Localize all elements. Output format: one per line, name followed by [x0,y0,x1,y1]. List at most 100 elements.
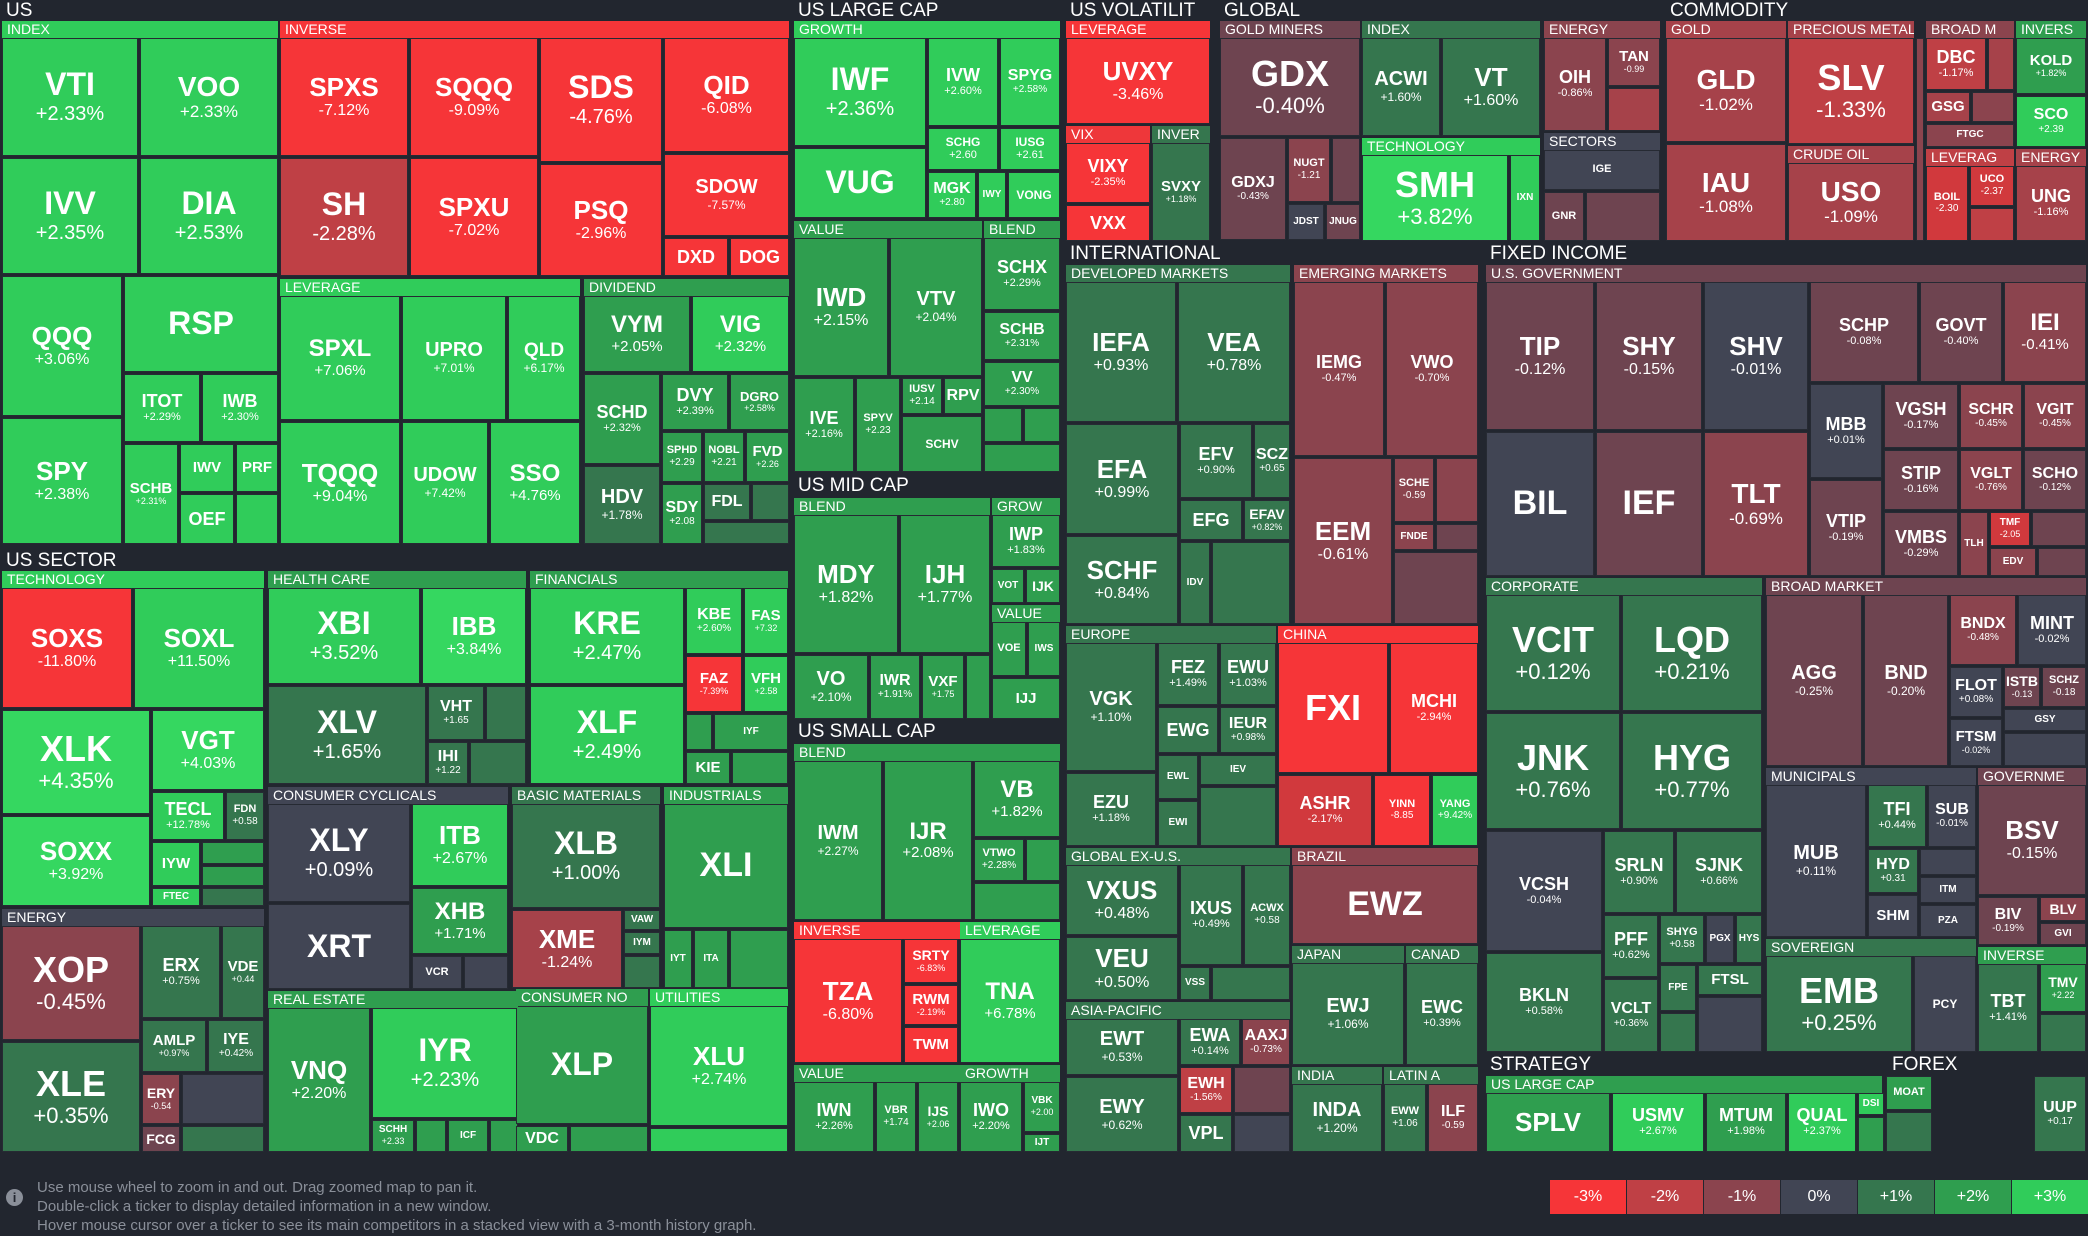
ticker-istb[interactable]: ISTB -0.13 [2004,667,2040,707]
ticker-rsp[interactable]: RSP [124,276,278,372]
subgroup-global-ex-u-s[interactable]: GLOBAL EX-U.S. [1066,848,1290,865]
ticker-sso[interactable]: SSO +4.76% [490,422,580,544]
ticker-iwp[interactable]: IWP +1.83% [992,515,1060,567]
ticker-bsv[interactable]: BSV -0.15% [1978,785,2086,895]
ticker-iwy[interactable]: IWY [978,172,1006,218]
ticker-shm[interactable]: SHM [1868,895,1918,937]
ticker-tile[interactable] [1332,138,1360,202]
ticker-ivw[interactable]: IVW +2.60% [928,38,998,126]
ticker-gsy[interactable]: GSY [2004,709,2086,731]
ticker-iyr[interactable]: IYR +2.23% [372,1008,518,1118]
ticker-kbe[interactable]: KBE +2.60% [686,588,742,654]
ticker-tile[interactable] [1988,38,2014,90]
ticker-vclt[interactable]: VCLT +0.36% [1604,979,1658,1052]
ticker-ashr[interactable]: ASHR -2.17% [1278,775,1372,846]
ticker-gld[interactable]: GLD -1.02% [1666,38,1786,142]
ticker-mtum[interactable]: MTUM +1.98% [1706,1093,1786,1152]
ticker-vcr[interactable]: VCR [412,956,462,989]
ticker-ftgc[interactable]: FTGC [1926,124,2014,147]
ticker-ery[interactable]: ERY -0.54 [142,1074,180,1124]
ticker-iau[interactable]: IAU -1.08% [1666,144,1786,241]
subgroup-energy[interactable]: ENERGY [1544,21,1660,38]
ticker-kre[interactable]: KRE +2.47% [530,588,684,684]
ticker-xop[interactable]: XOP -0.45% [2,926,140,1040]
ticker-fnde[interactable]: FNDE [1394,524,1434,550]
ticker-biv[interactable]: BIV -0.19% [1978,897,2038,945]
subgroup-india[interactable]: INDIA [1292,1067,1382,1084]
ticker-schd[interactable]: SCHD +2.32% [584,374,660,464]
ticker-vo[interactable]: VO +2.10% [794,655,868,719]
subgroup-basic-materials[interactable]: BASIC MATERIALS [512,787,660,804]
subgroup-canad[interactable]: CANAD [1406,946,1478,963]
subgroup-real-estate[interactable]: REAL ESTATE [268,991,518,1008]
ticker-bil[interactable]: BIL [1486,432,1594,576]
ticker-tbt[interactable]: TBT +1.41% [1978,964,2038,1052]
ticker-spyg[interactable]: SPYG +2.58% [1000,38,1060,126]
ticker-ijh[interactable]: IJH +1.77% [900,515,990,653]
ticker-schf[interactable]: SCHF +0.84% [1066,536,1178,624]
subgroup-health-care[interactable]: HEALTH CARE [268,571,526,588]
ticker-spy[interactable]: SPY +2.38% [2,418,122,544]
group-us-large-cap[interactable]: US LARGE CAP [792,0,1062,21]
subgroup-blend[interactable]: BLEND [984,221,1060,238]
ticker-vxus[interactable]: VXUS +0.48% [1066,865,1178,935]
ticker-amlp[interactable]: AMLP +0.97% [142,1020,206,1072]
ticker-ief[interactable]: IEF [1596,432,1702,576]
ticker-gsg[interactable]: GSG [1926,92,1970,122]
ticker-tfi[interactable]: TFI +0.44% [1868,785,1926,847]
subgroup-grow[interactable]: GROW [992,498,1060,515]
ticker-iyt[interactable]: IYT [664,930,692,988]
ticker-itot[interactable]: ITOT +2.29% [124,374,200,442]
ticker-tile[interactable] [974,883,1060,920]
ticker-hyd[interactable]: HYD +0.31 [1868,849,1918,893]
ticker-flot[interactable]: FLOT +0.08% [1950,667,2002,717]
ticker-qual[interactable]: QUAL +2.37% [1788,1093,1856,1152]
ticker-iyf[interactable]: IYF [714,714,788,750]
ticker-schp[interactable]: SCHP -0.08% [1810,282,1918,382]
ticker-iwv[interactable]: IWV [180,444,234,492]
ticker-ewy[interactable]: EWY +0.62% [1066,1077,1178,1152]
subgroup-municipals[interactable]: MUNICIPALS [1766,768,1976,785]
ticker-bndx[interactable]: BNDX -0.48% [1950,595,2016,665]
ticker-uso[interactable]: USO -1.09% [1788,163,1914,241]
subgroup-technology[interactable]: TECHNOLOGY [2,571,264,588]
ticker-dbc[interactable]: DBC -1.17% [1926,38,1986,90]
ticker-vtip[interactable]: VTIP -0.19% [1810,480,1882,576]
ticker-jnug[interactable]: JNUG [1326,204,1360,240]
ticker-vgk[interactable]: VGK +1.10% [1066,643,1156,771]
subgroup-blend[interactable]: BLEND [794,498,990,515]
ticker-xbi[interactable]: XBI +3.52% [268,588,420,684]
ticker-tile[interactable] [1970,208,2014,241]
subgroup-value[interactable]: VALUE [794,1065,970,1082]
ticker-nobl[interactable]: NOBL +2.21 [704,432,744,482]
ticker-usmv[interactable]: USMV +2.67% [1612,1093,1704,1152]
ticker-pgx[interactable]: PGX [1706,915,1734,963]
ticker-tile[interactable] [490,1120,518,1152]
ticker-iwr[interactable]: IWR +1.91% [870,655,920,719]
ticker-tile[interactable] [470,742,526,784]
ticker-tile[interactable] [624,956,660,988]
ticker-ewh[interactable]: EWH -1.56% [1180,1067,1232,1113]
ticker-jnk[interactable]: JNK +0.76% [1486,713,1620,829]
ticker-vxx[interactable]: VXX [1066,205,1150,241]
ticker-kie[interactable]: KIE [686,752,730,784]
group-international[interactable]: INTERNATIONAL [1064,243,1482,264]
ticker-mdy[interactable]: MDY +1.82% [794,515,898,653]
ticker-srln[interactable]: SRLN +0.90% [1604,831,1674,913]
ticker-tile[interactable] [1234,1115,1290,1152]
ticker-schv[interactable]: SCHV [902,416,982,472]
ticker-sqqq[interactable]: SQQQ -9.09% [410,38,538,156]
ticker-schb[interactable]: SCHB +2.31% [124,444,178,544]
ticker-fez[interactable]: FEZ +1.49% [1158,643,1218,705]
ticker-ftec[interactable]: FTEC [152,888,200,906]
ticker-schz[interactable]: SCHZ -0.18 [2042,667,2086,707]
ticker-spyv[interactable]: SPYV +2.23 [856,378,900,472]
ticker-vgsh[interactable]: VGSH -0.17% [1884,384,1958,448]
subgroup-china[interactable]: CHINA [1278,626,1478,643]
ticker-oef[interactable]: OEF [180,494,234,544]
ticker-tlt[interactable]: TLT -0.69% [1704,432,1808,576]
ticker-tile[interactable] [1972,92,2014,122]
subgroup-dividend[interactable]: DIVIDEND [584,279,789,296]
ticker-spxs[interactable]: SPXS -7.12% [280,38,408,156]
ticker-sche[interactable]: SCHE -0.59 [1394,458,1434,522]
